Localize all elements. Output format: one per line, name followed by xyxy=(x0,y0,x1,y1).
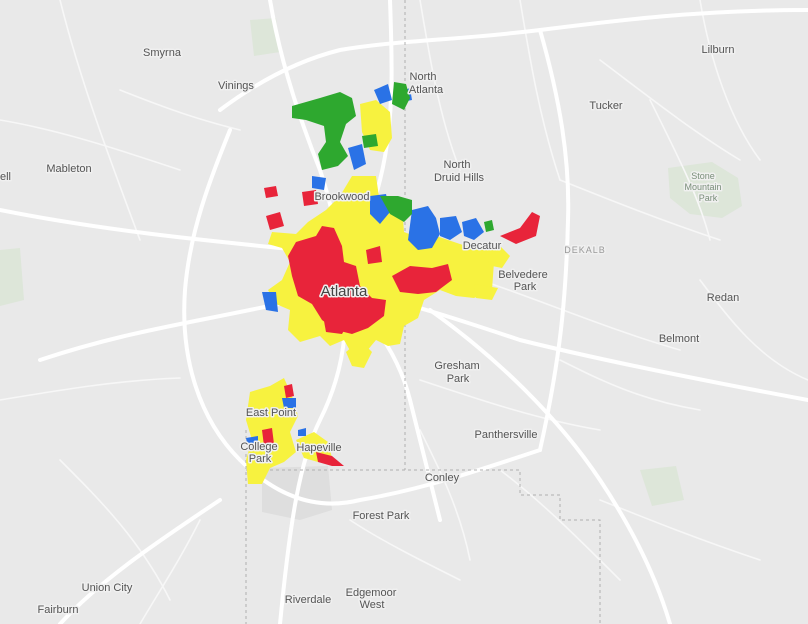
blue-region-northeast-3[interactable] xyxy=(462,218,484,240)
park-area-n xyxy=(250,18,280,56)
label-edgemoor-west-1: Edgemoor xyxy=(346,587,397,599)
label-belvedere-park-2: Park xyxy=(514,281,537,293)
green-region-northwest[interactable] xyxy=(292,92,356,170)
label-gresham-park-2: Park xyxy=(447,373,470,385)
label-gresham-park-1: Gresham xyxy=(434,360,479,372)
label-stone-mountain-3: Park xyxy=(699,193,718,203)
label-dekalb: DEKALB xyxy=(564,245,606,255)
red-region-west-1[interactable] xyxy=(266,212,284,230)
label-forest-park: Forest Park xyxy=(353,510,410,522)
label-fairburn: Fairburn xyxy=(38,604,79,616)
blue-region-north-2[interactable] xyxy=(374,84,392,104)
label-decatur: Decatur xyxy=(463,240,502,252)
red-region-downtown[interactable] xyxy=(288,226,386,334)
label-belvedere-park-1: Belvedere xyxy=(498,269,548,281)
blue-region-west[interactable] xyxy=(262,292,278,312)
red-region-west-3[interactable] xyxy=(302,190,318,206)
label-north-atlanta-1: North xyxy=(410,71,437,83)
label-north-atlanta-2: Atlanta xyxy=(409,84,444,96)
red-region-decatur[interactable] xyxy=(500,212,540,244)
label-ell: ell xyxy=(0,171,11,183)
yellow-region-decatur-east[interactable] xyxy=(478,246,510,268)
green-region-north-2[interactable] xyxy=(362,134,378,148)
green-region-north-atlanta[interactable] xyxy=(392,82,410,110)
yellow-region-belvedere[interactable] xyxy=(474,284,498,300)
label-stone-mountain-2: Mountain xyxy=(684,182,721,192)
park-areas xyxy=(0,18,742,520)
blue-regions[interactable] xyxy=(246,84,484,448)
green-regions[interactable] xyxy=(292,82,494,232)
blue-region-northeast[interactable] xyxy=(408,206,440,250)
label-conley: Conley xyxy=(425,472,460,484)
red-region-sw-1[interactable] xyxy=(284,384,294,398)
blue-region-hapeville[interactable] xyxy=(298,428,306,436)
yellow-region-south[interactable] xyxy=(346,340,372,368)
blue-region-north-3[interactable] xyxy=(312,176,326,190)
label-tucker: Tucker xyxy=(589,100,623,112)
label-north-druid-hills-2: Druid Hills xyxy=(434,172,485,184)
label-brookwood: Brookwood xyxy=(314,191,369,203)
red-region-midtown[interactable] xyxy=(366,246,382,264)
blue-region-college-park[interactable] xyxy=(246,436,258,448)
green-region-brookwood[interactable] xyxy=(380,196,412,222)
label-college-park-1: College xyxy=(240,441,277,453)
label-union-city: Union City xyxy=(82,582,133,594)
park-area-w xyxy=(0,248,24,306)
blue-region-northeast-2[interactable] xyxy=(440,216,462,240)
label-belmont: Belmont xyxy=(659,333,699,345)
label-vinings: Vinings xyxy=(218,80,254,92)
place-labels: Smyrna Vinings North Atlanta Lilburn Tuc… xyxy=(0,43,741,618)
label-stone-mountain-1: Stone xyxy=(691,171,715,181)
red-region-east[interactable] xyxy=(392,264,452,294)
red-region-hapeville[interactable] xyxy=(316,452,344,466)
label-north-druid-hills-1: North xyxy=(444,159,471,171)
red-region-downtown-south[interactable] xyxy=(322,306,350,334)
label-lilburn: Lilburn xyxy=(701,44,734,56)
label-college-park-2: Park xyxy=(249,453,272,465)
label-hapeville: Hapeville xyxy=(296,442,341,454)
red-regions[interactable] xyxy=(262,186,540,466)
park-area-se xyxy=(640,466,684,506)
blue-region-north-1[interactable] xyxy=(348,144,366,170)
label-edgemoor-west-2: West xyxy=(360,599,385,611)
label-east-point: East Point xyxy=(246,407,296,419)
label-panthersville: Panthersville xyxy=(475,429,538,441)
label-smyrna: Smyrna xyxy=(143,47,182,59)
label-redan: Redan xyxy=(707,292,739,304)
label-atlanta: Atlanta xyxy=(321,283,368,300)
label-mableton: Mableton xyxy=(46,163,91,175)
red-region-college-park[interactable] xyxy=(262,428,274,446)
green-region-decatur[interactable] xyxy=(484,220,494,232)
blue-region-east-point[interactable] xyxy=(282,398,296,408)
red-region-west-2[interactable] xyxy=(264,186,278,198)
label-riverdale: Riverdale xyxy=(285,594,331,606)
